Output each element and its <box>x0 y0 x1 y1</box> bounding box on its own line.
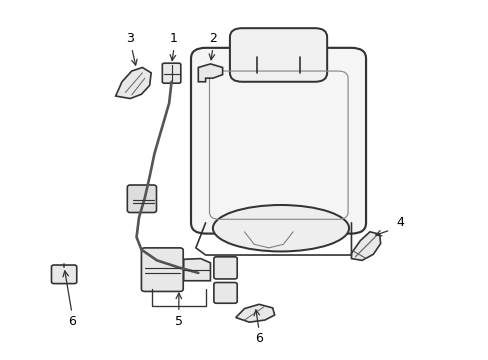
FancyBboxPatch shape <box>213 283 237 303</box>
Text: 4: 4 <box>395 216 403 229</box>
Text: 5: 5 <box>175 315 183 328</box>
Ellipse shape <box>212 205 348 251</box>
FancyBboxPatch shape <box>191 48 366 234</box>
FancyBboxPatch shape <box>127 185 156 212</box>
Text: 1: 1 <box>170 32 178 45</box>
FancyBboxPatch shape <box>213 257 237 279</box>
Polygon shape <box>183 258 210 281</box>
FancyBboxPatch shape <box>162 63 181 83</box>
Polygon shape <box>198 64 222 82</box>
Polygon shape <box>235 304 274 322</box>
FancyBboxPatch shape <box>141 248 183 292</box>
Text: 3: 3 <box>126 32 134 45</box>
FancyBboxPatch shape <box>51 265 77 284</box>
Text: 6: 6 <box>255 333 263 346</box>
Polygon shape <box>351 232 380 260</box>
Text: 6: 6 <box>68 315 76 328</box>
FancyBboxPatch shape <box>229 28 326 82</box>
Polygon shape <box>116 67 151 99</box>
Text: 2: 2 <box>208 32 216 45</box>
